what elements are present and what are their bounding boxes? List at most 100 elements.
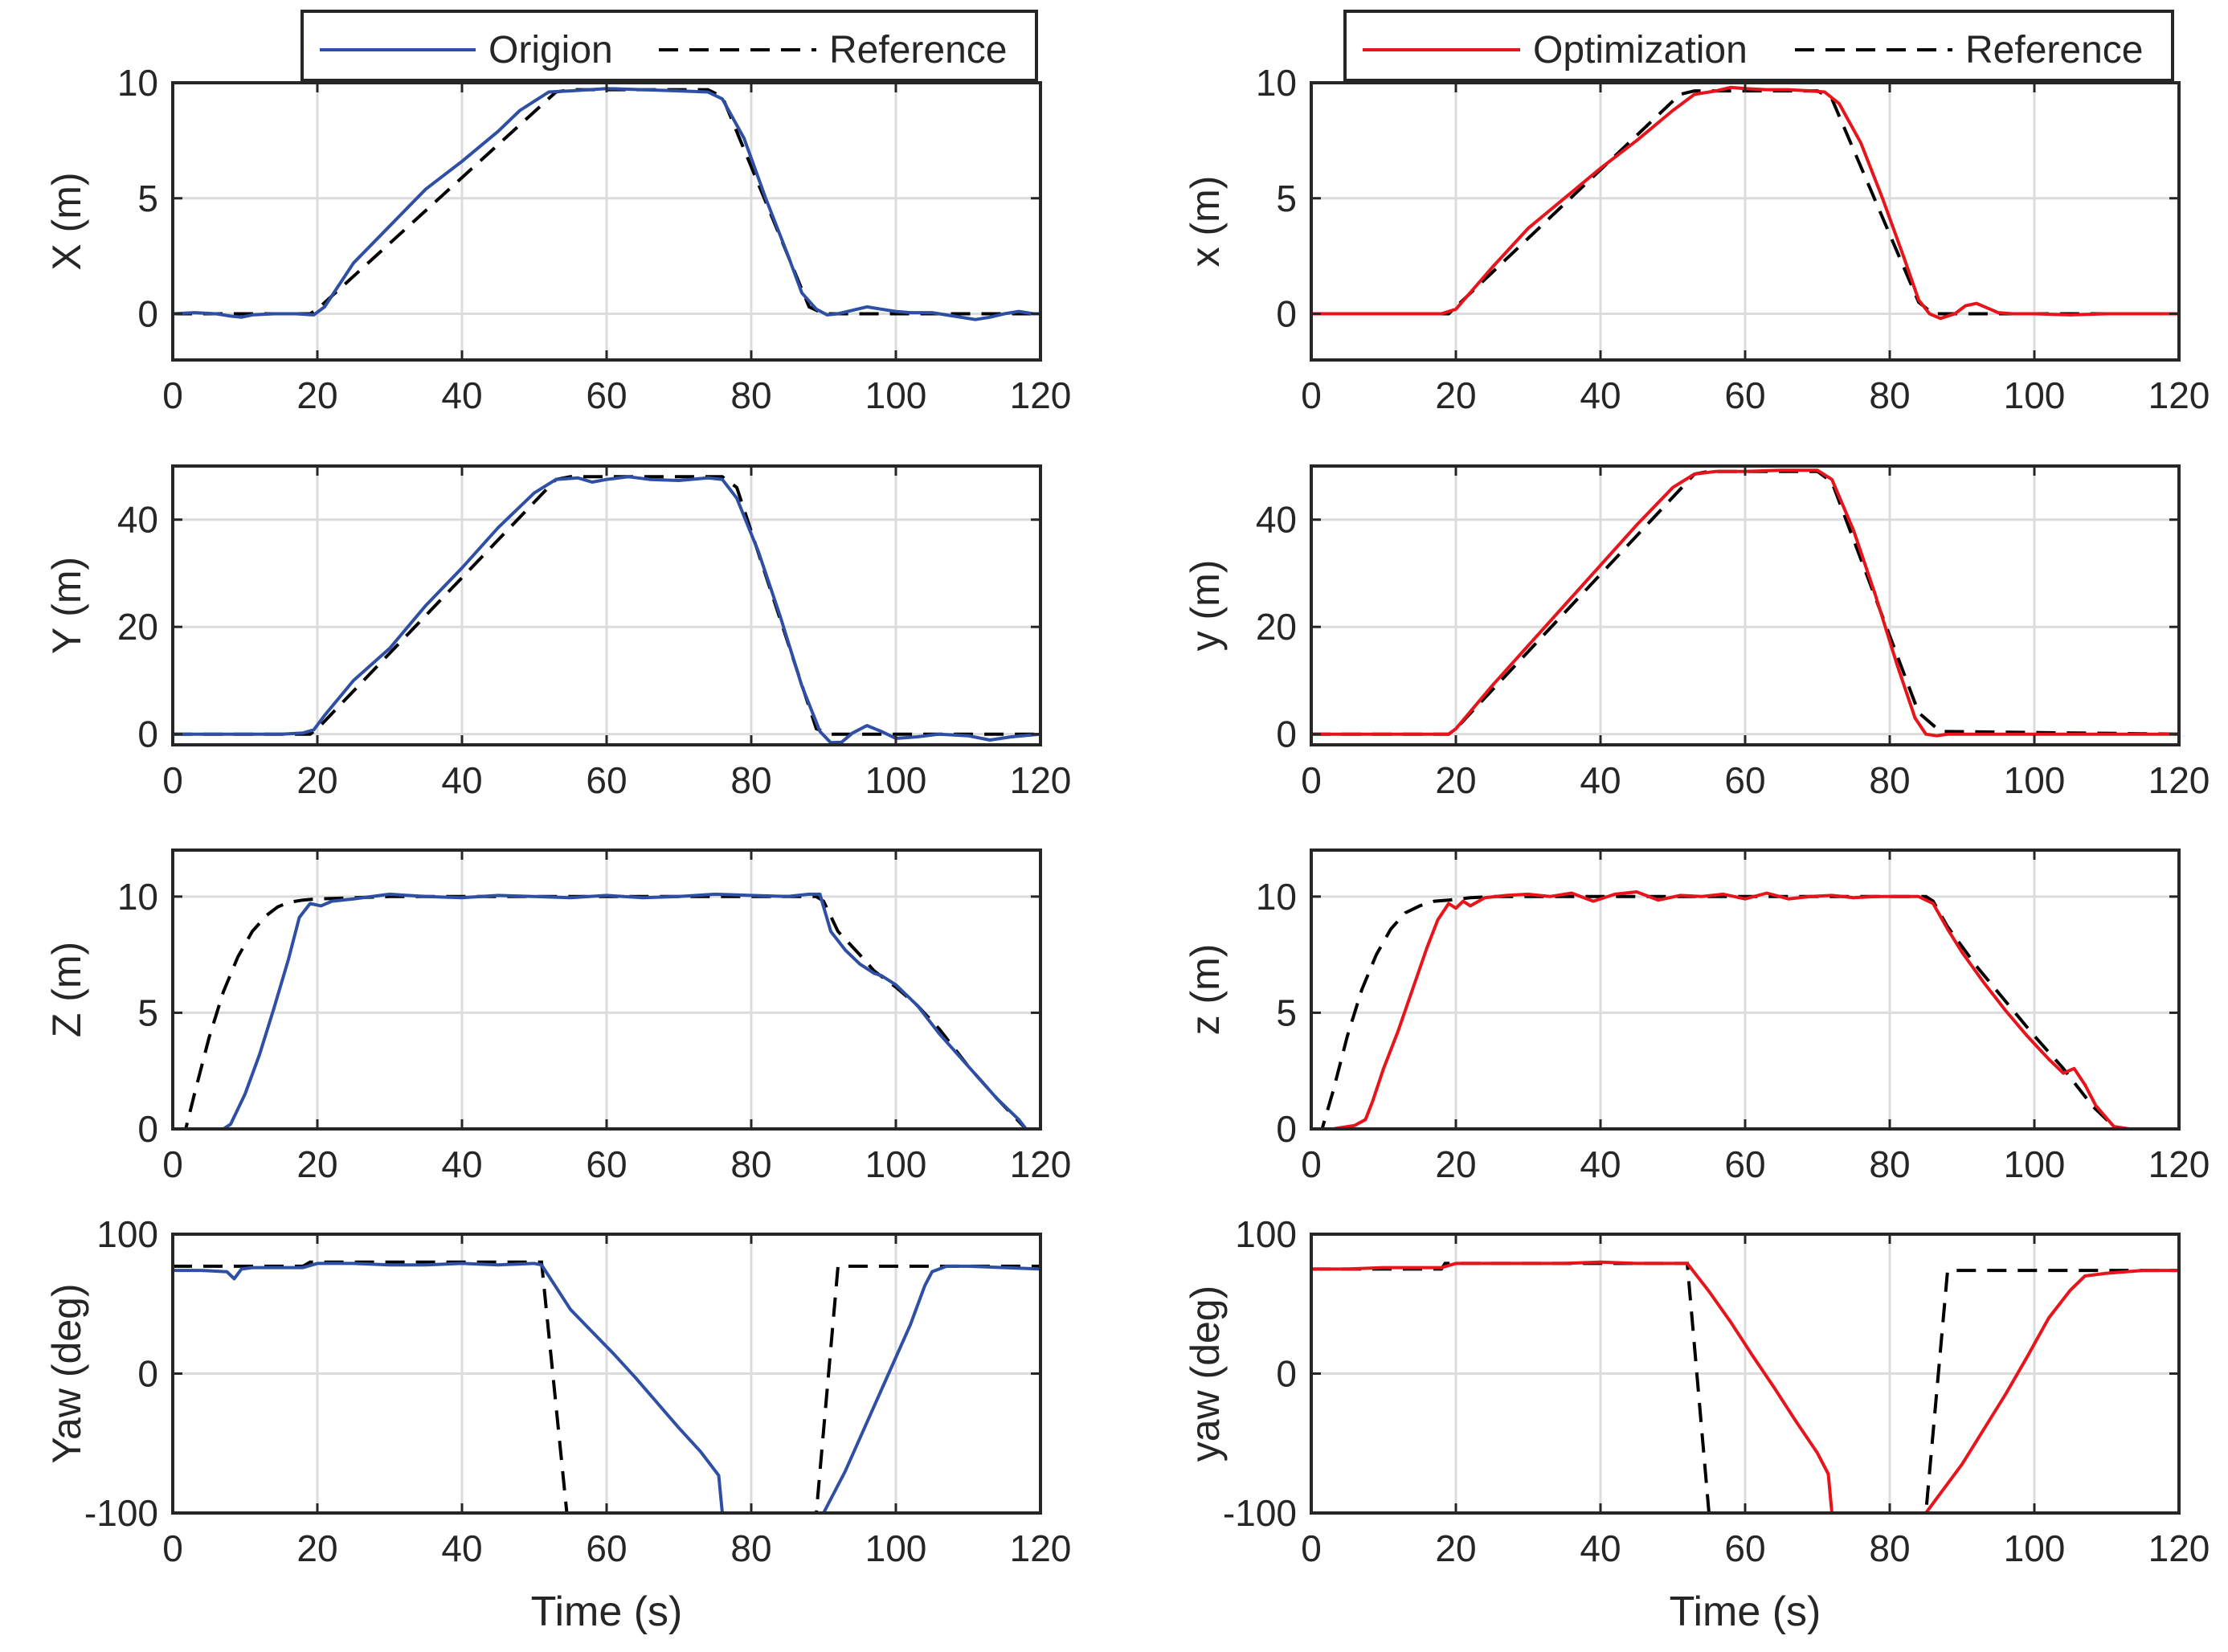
panel-left-2-series-reference-line	[173, 475, 1040, 736]
panel-right-3-ytick-label: 10	[1256, 876, 1297, 918]
panel-left-1-xtick-label: 40	[441, 374, 482, 416]
legend-right-box	[1343, 10, 2174, 82]
panel-right-4-series-measured-line	[1311, 1260, 2179, 1513]
legend-right-series1-label: Optimization	[1533, 29, 1748, 72]
panel-right-2-ytick-label: 40	[1256, 499, 1297, 541]
panel-left-4-xtick-label: 100	[865, 1527, 927, 1569]
panel-left-2-ytick-label: 20	[117, 606, 158, 648]
panel-right-1-xtick-label: 20	[1435, 374, 1476, 416]
panel-left-3-ytick-label: 0	[137, 1108, 158, 1150]
panel-right-1-ytick-label: 0	[1276, 293, 1297, 335]
panel-right-2-ytick-label: 0	[1276, 714, 1297, 755]
panel-left-3-ylabel: Z (m)	[44, 942, 89, 1037]
panel-left-3-xtick-label: 80	[730, 1143, 771, 1185]
panel-left-4-series-reference-line	[173, 1260, 1040, 1513]
panel-right-3-series-measured-line	[1311, 890, 2179, 1129]
panel-left-2-xtick-label: 60	[586, 759, 627, 801]
panel-left-4-xtick-label: 60	[586, 1527, 627, 1569]
panel-right-4-ytick-label: 0	[1276, 1353, 1297, 1395]
panel-right-1-xtick-label: 100	[2004, 374, 2066, 416]
panel-left-2: 0 20 40 60 80 100 120 0 20 40 Y (m)	[44, 464, 1072, 801]
panel-left-4-ytick-label: 100	[96, 1213, 158, 1255]
panel-left-4-xtick-label: 80	[730, 1527, 771, 1569]
panel-left-4-xtick-label: 120	[1010, 1527, 1072, 1569]
panel-left-2-xtick-label: 80	[730, 759, 771, 801]
panel-left-1-ylabel: X (m)	[44, 172, 89, 270]
panel-left-3-ytick-label: 10	[117, 876, 158, 918]
panel-left-2-xtick-label: 120	[1010, 759, 1072, 801]
panel-left-2-xtick-label: 100	[865, 759, 927, 801]
panel-right-4-series-reference-line	[1311, 1261, 2179, 1513]
panel-left-4-series-measured-line	[173, 1261, 1040, 1513]
panel-right-4-ylabel: yaw (deg)	[1183, 1286, 1228, 1462]
panel-left-4-ytick-label: 0	[137, 1353, 158, 1395]
panel-right-3-xtick-label: 80	[1869, 1143, 1910, 1185]
panel-left-4-xtick-label: 0	[162, 1527, 183, 1569]
panel-left-3-xtick-label: 40	[441, 1143, 482, 1185]
panel-right-4-xtick-label: 80	[1869, 1527, 1910, 1569]
panel-right-2-xtick-label: 60	[1724, 759, 1765, 801]
panel-left-1-xtick-label: 120	[1010, 374, 1072, 416]
panel-left-3-xtick-label: 20	[296, 1143, 337, 1185]
panel-left-4-ytick-label: -100	[84, 1492, 158, 1534]
panel-left-3: 0 20 40 60 80 100 120 0 5 10 Z (m)	[44, 848, 1071, 1185]
panel-right-3-xtick-label: 120	[2148, 1143, 2210, 1185]
panel-left-1-xtick-label: 0	[162, 374, 183, 416]
panel-right-3-series-reference-line	[1311, 894, 2179, 1129]
panel-left-4-xlabel: Time (s)	[531, 1589, 683, 1635]
panel-right-2-xtick-label: 100	[2004, 759, 2066, 801]
legend-left-box	[300, 10, 1038, 82]
panel-left-2-xtick-label: 0	[162, 759, 183, 801]
legend-left-series2-label: Reference	[829, 29, 1007, 72]
panel-right-4-xtick-label: 40	[1580, 1527, 1621, 1569]
legend-left: Origion Reference	[300, 10, 1038, 82]
panel-right-1-xtick-label: 120	[2148, 374, 2210, 416]
panel-left-1-series-measured-line	[173, 87, 1040, 321]
panel-right-2-xtick-label: 20	[1435, 759, 1476, 801]
panel-right-3-xtick-label: 20	[1435, 1143, 1476, 1185]
panel-right-3: 0 20 40 60 80 100 120 0 5 10 z (m)	[1183, 848, 2210, 1185]
panel-right-4-xtick-label: 0	[1301, 1527, 1322, 1569]
panel-left-2-series-measured-line	[173, 475, 1040, 745]
panel-right-2: 0 20 40 60 80 100 120 0 20 40 y (m)	[1183, 464, 2210, 801]
panel-right-1-xtick-label: 40	[1580, 374, 1621, 416]
panel-left-3-xtick-label: 100	[865, 1143, 927, 1185]
panel-right-1-ytick-label: 5	[1276, 178, 1297, 219]
legend-right: Optimization Reference	[1343, 10, 2174, 82]
panel-left-2-ylabel: Y (m)	[44, 557, 89, 654]
panel-right-2-xtick-label: 80	[1869, 759, 1910, 801]
panel-left-2-ytick-label: 40	[117, 499, 158, 541]
panel-right-4-ytick-label: 100	[1235, 1213, 1297, 1255]
panel-right-3-xtick-label: 40	[1580, 1143, 1621, 1185]
panel-right-4-ytick-label: -100	[1223, 1492, 1297, 1534]
panel-left-1-ytick-label: 0	[137, 293, 158, 335]
panel-left-4-xtick-label: 40	[441, 1527, 482, 1569]
panel-right-3-ytick-label: 0	[1276, 1108, 1297, 1150]
panel-left-3-xtick-label: 0	[162, 1143, 183, 1185]
panel-right-2-ylabel: y (m)	[1183, 560, 1228, 652]
panel-left-1: 0 20 40 60 80 100 120 0 5 10 X (m)	[44, 62, 1071, 416]
panel-left-1-ytick-label: 5	[137, 178, 158, 219]
panel-left-1-xtick-label: 20	[296, 374, 337, 416]
panel-right-4-xtick-label: 60	[1724, 1527, 1765, 1569]
panel-right-2-xtick-label: 120	[2148, 759, 2210, 801]
panel-left-1-xtick-label: 80	[730, 374, 771, 416]
panel-left-2-xtick-label: 20	[296, 759, 337, 801]
panel-left-3-series-measured-line	[173, 892, 1028, 1129]
panel-left-1-xtick-label: 100	[865, 374, 927, 416]
panel-left-4-xtick-label: 20	[296, 1527, 337, 1569]
panel-right-2-ytick-label: 20	[1256, 606, 1297, 648]
panel-right-3-xtick-label: 0	[1301, 1143, 1322, 1185]
panel-right-4-xtick-label: 100	[2004, 1527, 2066, 1569]
legend-right-series2-label: Reference	[1965, 29, 2143, 72]
panel-right-2-xtick-label: 0	[1301, 759, 1322, 801]
panel-left-2-xtick-label: 40	[441, 759, 482, 801]
panel-right-4-xtick-label: 20	[1435, 1527, 1476, 1569]
panel-left-4-ylabel: Yaw (deg)	[44, 1283, 89, 1463]
panel-right-4-xlabel: Time (s)	[1670, 1589, 1821, 1635]
panel-left-2-ytick-label: 0	[137, 714, 158, 755]
panel-right-1-ylabel: x (m)	[1183, 176, 1228, 268]
panel-right-1-ytick-label: 10	[1256, 62, 1297, 104]
panel-left-1-ytick-label: 10	[117, 62, 158, 104]
